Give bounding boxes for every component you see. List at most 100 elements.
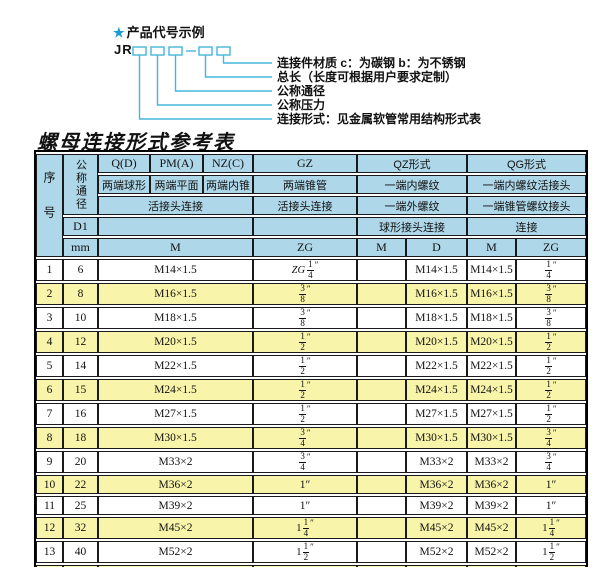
cell-dn: 25 (63, 496, 98, 515)
code-box (216, 46, 231, 56)
cell-dn: 8 (63, 283, 98, 305)
cell-m: M14×1.5 (98, 259, 253, 281)
cell-qg_m: M24×1.5 (467, 379, 516, 401)
cell-qz_m (357, 451, 406, 473)
table-row: 5 14 M22×1.5 1 2 ″ M22×1.5 M22×1.5 1 2 ″ (36, 355, 586, 377)
cell-qg_m: M36×2 (467, 475, 516, 494)
diagram-title-text: 产品代号示例 (126, 25, 205, 40)
header-end-type-qg: 一端内螺纹活接头 (467, 175, 586, 194)
cell-zg: 1″ (253, 496, 357, 515)
cell-qg_zg: 1 4 ″ (516, 259, 586, 281)
header-conn: 连接 (467, 217, 586, 236)
table-row: 12 32 M45×2 1 1 4 ″ M45×2 M45×2 1 1 4 ″ (36, 517, 586, 539)
cell-qz_m (357, 283, 406, 305)
table-row: 13 40 M52×2 1 1 2 ″ M52×2 M52×2 1 1 2 ″ (36, 541, 586, 563)
cell-qg_zg: 1″ (516, 475, 586, 494)
cell-qz_m (357, 331, 406, 353)
header-conn-union2: 活接头连接 (253, 196, 357, 215)
cell-seq: 14 (36, 565, 63, 567)
cell-qz_d: M30×1.5 (406, 427, 467, 449)
cell-zg: 1 1 2 ″ (253, 541, 357, 563)
cell-qg_zg: 3 8 ″ (516, 283, 586, 305)
cell-seq: 4 (36, 331, 63, 353)
cell-seq: 1 (36, 259, 63, 281)
cell-qg_m: M22×1.5 (467, 355, 516, 377)
cell-qg_m: M33×2 (467, 451, 516, 473)
star-icon: ★ (113, 25, 125, 40)
cell-qz_m (357, 541, 406, 563)
cell-zg: 3 8 ″ (253, 283, 357, 305)
header-group-pma: PM(A) (150, 154, 203, 173)
cell-qg_m: M64×2 (467, 565, 516, 567)
header-blank2 (253, 217, 357, 236)
header-group-qd: Q(D) (98, 154, 150, 173)
cell-dn: 32 (63, 517, 98, 539)
cell-qz_m (357, 517, 406, 539)
cell-dn: 6 (63, 259, 98, 281)
header-conn-union1: 活接头连接 (98, 196, 253, 215)
cell-m: M20×1.5 (98, 331, 253, 353)
cell-qg_m: M39×2 (467, 496, 516, 515)
header-blank1 (98, 217, 253, 236)
leader-line (174, 55, 272, 92)
cell-m: M16×1.5 (98, 283, 253, 305)
header-zg1: ZG (253, 238, 357, 257)
header-group-gz: GZ (253, 154, 357, 173)
leader-line (222, 55, 272, 64)
leader-line (204, 55, 272, 78)
leader-line (138, 55, 272, 120)
cell-seq: 7 (36, 403, 63, 425)
cell-seq: 12 (36, 517, 63, 539)
code-box (132, 46, 147, 56)
table-row: 9 20 M33×2 3 4 ″ M33×2 M33×2 3 4 ″ (36, 451, 586, 473)
cell-qz_d: M18×1.5 (406, 307, 467, 329)
table-row: 1 6 M14×1.5 ZG 1 4 ″ M14×1.5 M14×1.5 1 4 ″ (36, 259, 586, 281)
cell-qz_m (357, 379, 406, 401)
cell-seq: 2 (36, 283, 63, 305)
code-box-diagram (132, 46, 272, 120)
cell-zg: 3 4 ″ (253, 427, 357, 449)
cell-m: M45×2 (98, 517, 253, 539)
cell-qz_m (357, 496, 406, 515)
cell-m: M18×1.5 (98, 307, 253, 329)
cell-qz_m (357, 307, 406, 329)
table-row: 4 12 M20×1.5 1 2 ″ M20×1.5 M20×1.5 1 2 ″ (36, 331, 586, 353)
cell-dn: 12 (63, 331, 98, 353)
code-label-length: 总长（长度可根据用户要求定制） (277, 70, 458, 84)
cell-qg_m: M18×1.5 (467, 307, 516, 329)
table-row: 8 18 M30×1.5 3 4 ″ M30×1.5 M30×1.5 3 4 ″ (36, 427, 586, 449)
cell-qg_m: M14×1.5 (467, 259, 516, 281)
header-d1: D1 (63, 217, 98, 236)
cell-seq: 5 (36, 355, 63, 377)
header-taper-joint: 一端锥管螺纹接头 (467, 196, 586, 215)
code-label-pressure: 公称压力 (277, 98, 326, 112)
cell-dn: 15 (63, 379, 98, 401)
leader-line (156, 55, 272, 106)
header-qz-d: D (406, 238, 467, 257)
cell-qz_d: M39×2 (406, 496, 467, 515)
header-end-type-qz: 一端内螺纹 (357, 175, 467, 194)
header-ext-thread: 一端外螺纹 (357, 196, 467, 215)
table-wrapper: 序号 公称通径 Q(D) PM(A) NZ(C) GZ QZ形式 QG形式 两端… (34, 150, 588, 567)
cell-qz_d: M64×2 (406, 565, 467, 567)
cell-zg: 1 2 ″ (253, 379, 357, 401)
cell-zg: 1 2 ″ (253, 331, 357, 353)
cell-qg_zg: 1 1 2 ″ (516, 541, 586, 563)
header-qg-m: M (467, 238, 516, 257)
cell-m: M30×1.5 (98, 427, 253, 449)
product-code-prefix: JR (114, 42, 133, 57)
diagram-title: ★ 产品代号示例 (113, 22, 205, 41)
cell-seq: 9 (36, 451, 63, 473)
header-qz-m: M (357, 238, 406, 257)
cell-zg: 1 2 ″ (253, 355, 357, 377)
table-row: 7 16 M27×1.5 1 2 ″ M27×1.5 M27×1.5 1 2 ″ (36, 403, 586, 425)
header-qg-zg: ZG (516, 238, 586, 257)
cell-qg_zg: 3 8 ″ (516, 307, 586, 329)
cell-qg_m: M16×1.5 (467, 283, 516, 305)
cell-dn: 10 (63, 307, 98, 329)
cell-zg: ZG 1 4 ″ (253, 259, 357, 281)
cell-qg_zg: 3 4 ″ (516, 427, 586, 449)
cell-m: M64×2 (98, 565, 253, 567)
cell-zg: 1″ (253, 475, 357, 494)
